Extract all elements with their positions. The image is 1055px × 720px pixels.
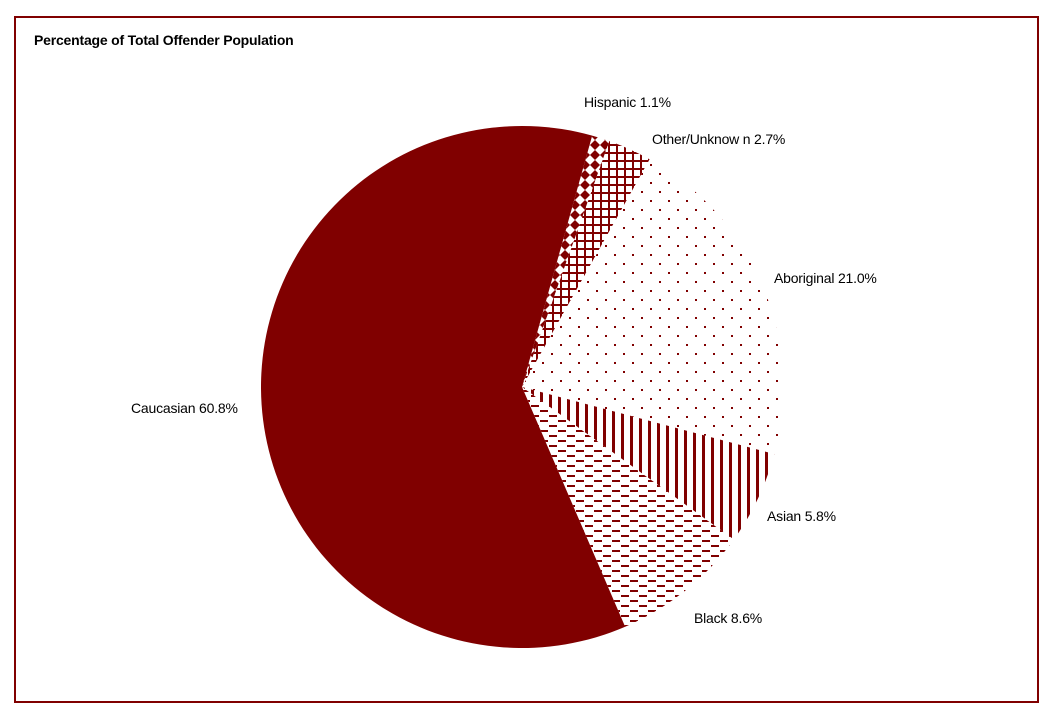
pie-slice-hispanic [522,135,610,387]
pie-slice-black [522,387,734,627]
pie-slice-asian [522,387,775,540]
chart-frame [14,16,1039,703]
label-aboriginal: Aboriginal 21.0% [774,270,877,286]
pie-slice-caucasian [260,126,626,648]
pie-slice-aboriginal [522,159,783,455]
label-black: Black 8.6% [694,610,763,626]
label-hispanic: Hispanic 1.1% [584,94,671,110]
label-asian: Asian 5.8% [767,508,836,524]
label-other-unknown: Other/Unknow n 2.7% [652,131,786,147]
pie-slice-other-unknown [522,141,650,387]
chart-title: Percentage of Total Offender Population [34,32,294,48]
label-caucasian: Caucasian 60.8% [131,400,238,416]
